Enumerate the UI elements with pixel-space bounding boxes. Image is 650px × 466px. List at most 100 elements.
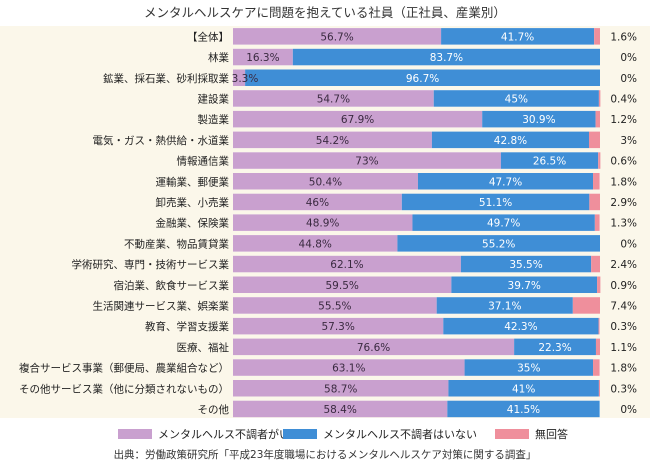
bar-segment-present bbox=[233, 276, 452, 293]
data-label-absent: 39.7% bbox=[508, 280, 541, 292]
data-label-no-answer: 2.4% bbox=[610, 259, 637, 271]
data-label-absent: 35% bbox=[517, 363, 540, 375]
category-label: 建設業 bbox=[198, 92, 230, 105]
bar-segment-present bbox=[233, 48, 293, 66]
data-label-no-answer: 1.8% bbox=[610, 176, 637, 188]
category-label: 教育、学習支援業 bbox=[145, 320, 229, 333]
data-label-present: 3.3% bbox=[232, 73, 259, 85]
data-label-no-answer: 0% bbox=[620, 238, 637, 250]
bar-segment-present bbox=[233, 359, 465, 376]
bar-segment-absent bbox=[464, 359, 594, 376]
bar-segment-no-answer bbox=[598, 380, 600, 397]
data-label-absent: 55.2% bbox=[482, 238, 515, 250]
bar-segment-no-answer bbox=[598, 90, 601, 107]
data-label-absent: 49.7% bbox=[487, 218, 520, 230]
data-label-present: 76.6% bbox=[357, 342, 390, 354]
category-label: 医療、福祉 bbox=[177, 341, 230, 354]
legend: メンタルヘルス不調者がいる メンタルヘルス不調者はいない 無回答 bbox=[0, 426, 650, 442]
legend-swatch-no-answer bbox=[495, 429, 529, 439]
bar-segment-present bbox=[233, 152, 501, 169]
data-label-no-answer: 1.1% bbox=[610, 342, 637, 354]
category-label: 電気・ガス・熱供給・水道業 bbox=[93, 134, 230, 147]
data-label-present: 59.5% bbox=[326, 280, 359, 292]
data-label-absent: 83.7% bbox=[430, 52, 463, 64]
data-label-present: 58.4% bbox=[323, 404, 356, 416]
data-label-absent: 96.7% bbox=[406, 73, 439, 85]
category-label: 宿泊業、飲食サービス業 bbox=[114, 279, 230, 292]
bar-segment-no-answer bbox=[594, 28, 600, 45]
data-label-no-answer: 1.6% bbox=[610, 31, 637, 43]
bar-segment-absent bbox=[514, 338, 596, 356]
data-label-absent: 47.7% bbox=[489, 176, 522, 188]
data-label-no-answer: 0% bbox=[620, 73, 637, 85]
bar-segment-no-answer bbox=[598, 152, 601, 169]
data-label-no-answer: 1.8% bbox=[610, 363, 637, 375]
category-label: 情報通信業 bbox=[177, 155, 230, 168]
legend-label-absent: メンタルヘルス不調者はいない bbox=[323, 428, 477, 441]
bar-segment-present bbox=[233, 173, 418, 190]
data-label-absent: 45% bbox=[505, 93, 528, 105]
bar-segment-present bbox=[233, 400, 448, 418]
bar-segment-no-answer bbox=[597, 276, 601, 293]
category-label: 不動産業、物品賃貸業 bbox=[124, 237, 229, 250]
legend-item-present: メンタルヘルス不調者がいる bbox=[118, 426, 301, 442]
bar-segment-no-answer bbox=[593, 173, 600, 190]
bar-segment-absent bbox=[417, 173, 594, 190]
bar-segment-absent bbox=[292, 48, 600, 66]
bar-segment-no-answer bbox=[598, 317, 600, 335]
bar-segment-absent bbox=[447, 400, 600, 418]
bar-segment-no-answer bbox=[595, 110, 600, 128]
data-label-present: 73% bbox=[355, 156, 378, 168]
data-label-absent: 35.5% bbox=[509, 259, 542, 271]
data-label-present: 56.7% bbox=[320, 31, 353, 43]
data-label-present: 67.9% bbox=[341, 114, 374, 126]
bar-segment-present bbox=[233, 28, 442, 45]
bar-segment-absent bbox=[500, 152, 599, 169]
data-label-no-answer: 1.2% bbox=[610, 114, 637, 126]
data-label-no-answer: 0.3% bbox=[610, 383, 637, 395]
category-label: 製造業 bbox=[198, 113, 230, 126]
data-label-present: 50.4% bbox=[309, 176, 342, 188]
bar-segment-present bbox=[233, 235, 398, 252]
data-label-present: 46% bbox=[306, 197, 329, 209]
data-label-no-answer: 0.4% bbox=[610, 93, 637, 105]
data-label-no-answer: 3% bbox=[620, 135, 637, 147]
bar-segment-absent bbox=[448, 380, 599, 397]
bar-segment-no-answer bbox=[595, 338, 600, 356]
bar-segment-present bbox=[233, 193, 402, 211]
bar-segment-absent bbox=[401, 193, 590, 211]
legend-label-no-answer: 無回答 bbox=[535, 428, 568, 441]
bar-segment-absent bbox=[436, 297, 573, 314]
legend-swatch-absent bbox=[283, 429, 317, 439]
bar-segment-present bbox=[233, 90, 434, 107]
category-label: 金融業、保険業 bbox=[156, 217, 230, 230]
data-label-no-answer: 1.3% bbox=[610, 218, 637, 230]
data-label-absent: 37.1% bbox=[488, 300, 521, 312]
bar-segment-absent bbox=[431, 131, 589, 149]
data-label-present: 48.9% bbox=[306, 218, 339, 230]
data-label-absent: 22.3% bbox=[538, 342, 571, 354]
bar-segment-no-answer bbox=[594, 214, 600, 231]
data-label-present: 58.7% bbox=[324, 383, 357, 395]
category-label: 運輸業、郵便業 bbox=[156, 175, 230, 188]
data-label-present: 63.1% bbox=[332, 363, 365, 375]
data-label-absent: 42.8% bbox=[494, 135, 527, 147]
bar-segment-no-answer bbox=[593, 359, 600, 376]
data-label-absent: 30.9% bbox=[522, 114, 555, 126]
bar-segment-no-answer bbox=[588, 131, 600, 149]
bar-segment-absent bbox=[460, 255, 592, 273]
data-label-present: 55.5% bbox=[318, 300, 351, 312]
bar-segment-absent bbox=[412, 214, 595, 231]
category-label: その他サービス業（他に分類されないもの） bbox=[19, 382, 229, 395]
bar-segment-no-answer bbox=[589, 193, 600, 211]
bar-segment-absent bbox=[397, 235, 600, 252]
bar-segment-present bbox=[233, 131, 432, 149]
data-label-absent: 26.5% bbox=[533, 156, 566, 168]
data-label-no-answer: 7.4% bbox=[610, 300, 637, 312]
bar-segment-absent bbox=[441, 28, 595, 45]
bar-segment-absent bbox=[482, 110, 596, 128]
data-label-present: 44.8% bbox=[299, 238, 332, 250]
data-label-no-answer: 2.9% bbox=[610, 197, 637, 209]
bar-segment-present bbox=[233, 380, 449, 397]
bar-segment-present bbox=[233, 69, 246, 86]
